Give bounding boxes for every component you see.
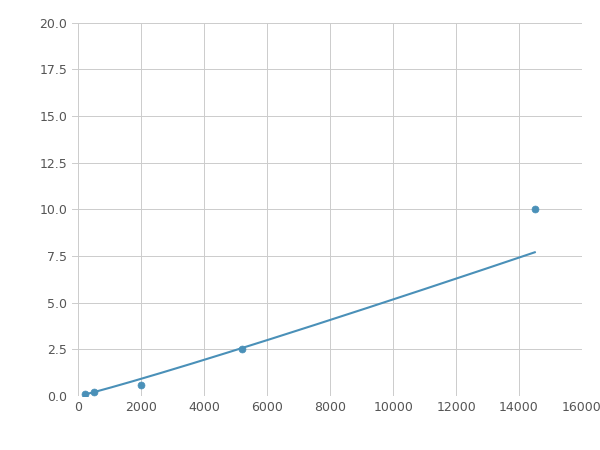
Point (89, 389, 99, 396)
Point (237, 346, 247, 353)
Point (80, 391, 89, 398)
Point (136, 381, 146, 388)
Point (530, 206, 539, 213)
